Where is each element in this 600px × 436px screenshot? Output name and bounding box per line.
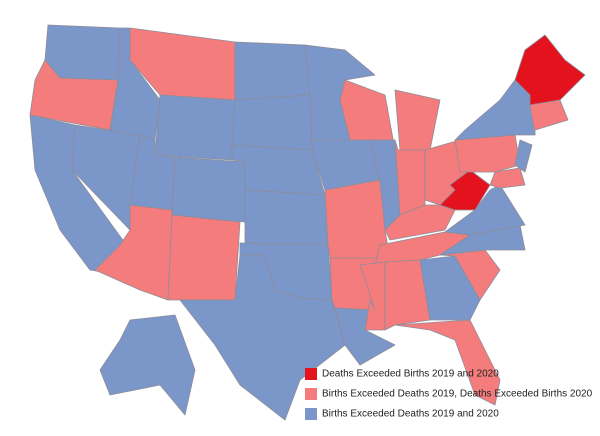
state [171, 156, 246, 223]
state [384, 259, 431, 331]
legend-label: Births Exceeded Deaths 2019, Deaths Exce… [322, 389, 593, 400]
state [179, 254, 346, 421]
state [394, 319, 501, 406]
state [154, 94, 236, 161]
state [419, 255, 481, 321]
state [514, 34, 586, 106]
state [394, 139, 426, 216]
state [489, 167, 526, 189]
state [529, 99, 569, 136]
states [29, 24, 586, 421]
state [244, 189, 329, 246]
state [167, 214, 241, 301]
state [99, 314, 196, 416]
state [231, 144, 326, 196]
state [44, 24, 121, 81]
legend-label: Births Exceeded Deaths 2019 and 2020 [322, 409, 499, 420]
legend-label: Deaths Exceeded Births 2019 and 2020 [322, 369, 499, 380]
state [454, 79, 536, 141]
legend: Deaths Exceeded Births 2019 and 2020 Birt… [305, 368, 593, 420]
legend-swatch [305, 388, 317, 400]
state [439, 169, 491, 211]
state [394, 89, 441, 151]
state [454, 134, 521, 173]
state [439, 224, 526, 256]
legend-swatch [305, 408, 317, 420]
legend-swatch [305, 368, 317, 380]
state [231, 94, 313, 151]
state [94, 204, 173, 301]
state [514, 139, 533, 173]
state [234, 41, 311, 101]
